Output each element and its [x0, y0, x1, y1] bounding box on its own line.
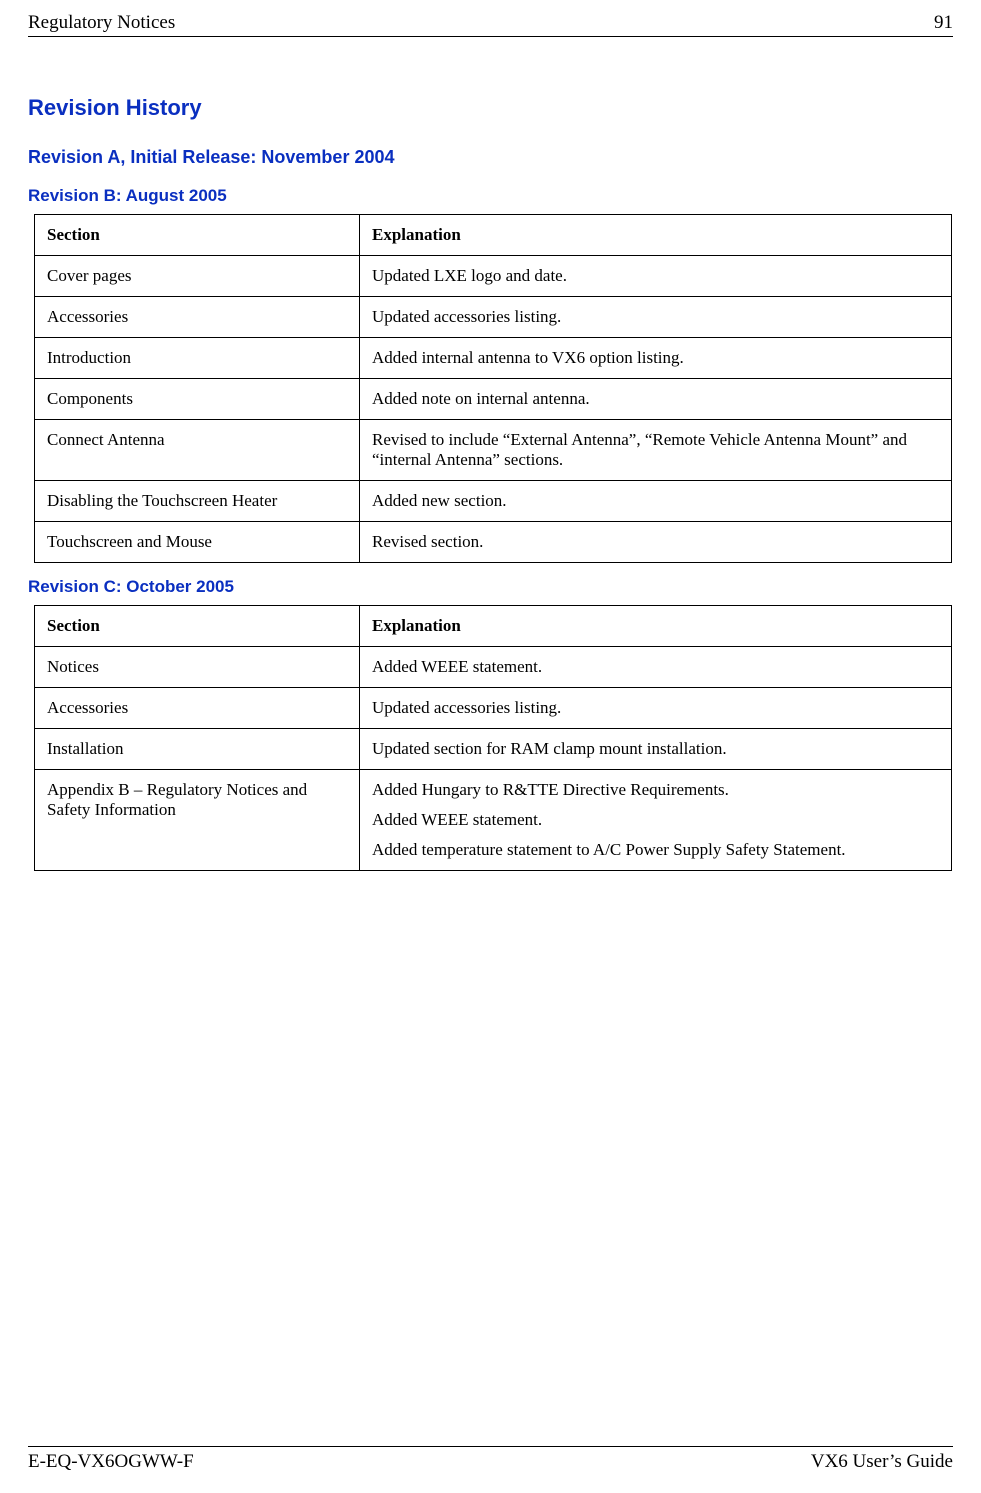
table-header-row: Section Explanation: [35, 606, 952, 647]
table-revision-c: Section Explanation Notices Added WEEE s…: [34, 605, 952, 871]
page-header: Regulatory Notices 91: [28, 12, 953, 37]
header-left: Regulatory Notices: [28, 12, 175, 34]
cell-explanation: Updated section for RAM clamp mount inst…: [360, 729, 952, 770]
footer-right: VX6 User’s Guide: [811, 1451, 953, 1473]
cell-section: Cover pages: [35, 256, 360, 297]
header-page-number: 91: [934, 12, 953, 34]
cell-section: Notices: [35, 647, 360, 688]
heading-revision-b: Revision B: August 2005: [28, 186, 953, 206]
cell-explanation: Added Hungary to R&TTE Directive Require…: [360, 770, 952, 871]
cell-section: Appendix B – Regulatory Notices and Safe…: [35, 770, 360, 871]
table-row: Appendix B – Regulatory Notices and Safe…: [35, 770, 952, 871]
cell-section: Touchscreen and Mouse: [35, 522, 360, 563]
table-row: Accessories Updated accessories listing.: [35, 297, 952, 338]
cell-explanation: Added note on internal antenna.: [360, 379, 952, 420]
heading-revision-c: Revision C: October 2005: [28, 577, 953, 597]
table-row: Disabling the Touchscreen Heater Added n…: [35, 481, 952, 522]
col-header-explanation: Explanation: [360, 215, 952, 256]
cell-section: Connect Antenna: [35, 420, 360, 481]
cell-explanation: Revised section.: [360, 522, 952, 563]
table-row: Cover pages Updated LXE logo and date.: [35, 256, 952, 297]
cell-section: Disabling the Touchscreen Heater: [35, 481, 360, 522]
cell-section: Introduction: [35, 338, 360, 379]
col-header-explanation: Explanation: [360, 606, 952, 647]
cell-explanation: Added new section.: [360, 481, 952, 522]
cell-explanation: Updated LXE logo and date.: [360, 256, 952, 297]
table-row: Installation Updated section for RAM cla…: [35, 729, 952, 770]
explanation-line: Added Hungary to R&TTE Directive Require…: [372, 780, 939, 800]
col-header-section: Section: [35, 215, 360, 256]
table-row: Introduction Added internal antenna to V…: [35, 338, 952, 379]
cell-section: Accessories: [35, 688, 360, 729]
explanation-line: Added temperature statement to A/C Power…: [372, 840, 939, 860]
table-revision-b: Section Explanation Cover pages Updated …: [34, 214, 952, 563]
table-row: Accessories Updated accessories listing.: [35, 688, 952, 729]
cell-explanation: Updated accessories listing.: [360, 297, 952, 338]
col-header-section: Section: [35, 606, 360, 647]
cell-explanation: Added internal antenna to VX6 option lis…: [360, 338, 952, 379]
page: Regulatory Notices 91 Revision History R…: [0, 0, 981, 1493]
table-row: Notices Added WEEE statement.: [35, 647, 952, 688]
table-row: Components Added note on internal antenn…: [35, 379, 952, 420]
cell-section: Components: [35, 379, 360, 420]
footer-left: E-EQ-VX6OGWW-F: [28, 1451, 194, 1473]
title-revision-history: Revision History: [28, 95, 953, 121]
explanation-line: Added WEEE statement.: [372, 810, 939, 830]
table-header-row: Section Explanation: [35, 215, 952, 256]
cell-section: Installation: [35, 729, 360, 770]
table-row: Touchscreen and Mouse Revised section.: [35, 522, 952, 563]
cell-explanation: Updated accessories listing.: [360, 688, 952, 729]
cell-explanation: Added WEEE statement.: [360, 647, 952, 688]
heading-revision-a: Revision A, Initial Release: November 20…: [28, 147, 953, 168]
cell-explanation: Revised to include “External Antenna”, “…: [360, 420, 952, 481]
table-row: Connect Antenna Revised to include “Exte…: [35, 420, 952, 481]
cell-section: Accessories: [35, 297, 360, 338]
page-footer: E-EQ-VX6OGWW-F VX6 User’s Guide: [28, 1446, 953, 1473]
